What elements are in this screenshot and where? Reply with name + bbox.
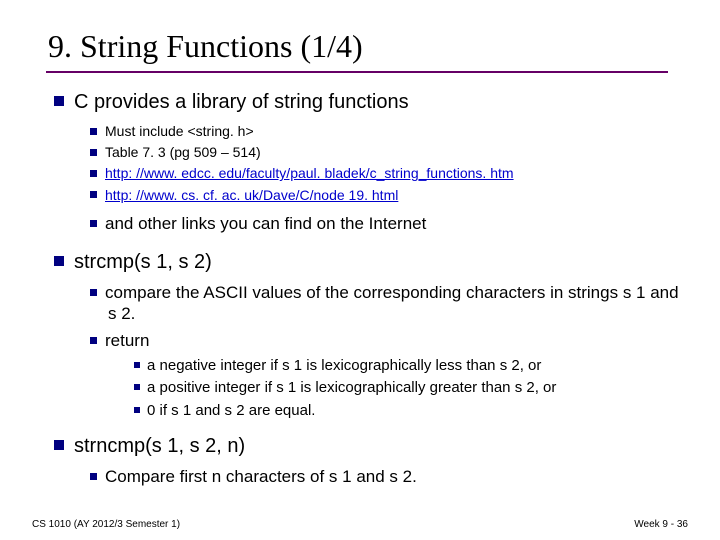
link-text[interactable]: http: //www. cs. cf. ac. uk/Dave/C/node … [105, 187, 398, 203]
list-item: and other links you can find on the Inte… [48, 213, 680, 234]
bullet-icon [90, 149, 97, 156]
item-text: Must include <string. h> [105, 123, 254, 139]
footer-left: CS 1010 (AY 2012/3 Semester 1) [32, 519, 180, 530]
item-text: Compare first n characters of s 1 and s … [105, 467, 417, 486]
slide-body: 9. String Functions (1/4) C provides a l… [0, 0, 720, 488]
slide-title: 9. String Functions (1/4) [48, 28, 680, 65]
list-item: a positive integer if s 1 is lexicograph… [48, 378, 680, 398]
section-3-text: strncmp(s 1, s 2, n) [74, 435, 245, 457]
section-1-text: C provides a library of string functions [74, 91, 409, 113]
bullet-icon [90, 289, 97, 296]
list-item: Compare first n characters of s 1 and s … [48, 466, 680, 487]
item-text: a positive integer if s 1 is lexicograph… [147, 379, 556, 396]
item-text: and other links you can find on the Inte… [105, 214, 426, 233]
item-text: compare the ASCII values of the correspo… [105, 283, 679, 323]
footer-right: Week 9 - 36 [634, 519, 688, 530]
bullet-icon [54, 440, 64, 450]
item-text: return [105, 331, 149, 350]
item-text: 0 if s 1 and s 2 are equal. [147, 402, 315, 419]
slide-footer: CS 1010 (AY 2012/3 Semester 1) Week 9 - … [32, 519, 688, 530]
bullet-icon [90, 337, 97, 344]
bullet-icon [134, 407, 140, 413]
bullet-icon [54, 256, 64, 266]
list-item-link: http: //www. edcc. edu/faculty/paul. bla… [48, 164, 680, 182]
item-text: a negative integer if s 1 is lexicograph… [147, 357, 541, 374]
list-item: return [48, 330, 680, 351]
bullet-icon [90, 128, 97, 135]
list-item: Table 7. 3 (pg 509 – 514) [48, 143, 680, 161]
title-underline [46, 71, 668, 73]
section-1-heading: C provides a library of string functions [48, 91, 680, 114]
bullet-icon [134, 362, 140, 368]
bullet-icon [90, 473, 97, 480]
bullet-icon [134, 384, 140, 390]
bullet-icon [90, 191, 97, 198]
bullet-icon [90, 220, 97, 227]
section-3-heading: strncmp(s 1, s 2, n) [48, 435, 680, 458]
list-item: a negative integer if s 1 is lexicograph… [48, 356, 680, 376]
list-item-link: http: //www. cs. cf. ac. uk/Dave/C/node … [48, 186, 680, 204]
list-item: 0 if s 1 and s 2 are equal. [48, 401, 680, 421]
list-item: Must include <string. h> [48, 122, 680, 140]
link-text[interactable]: http: //www. edcc. edu/faculty/paul. bla… [105, 165, 514, 181]
section-2-heading: strcmp(s 1, s 2) [48, 251, 680, 274]
section-2-text: strcmp(s 1, s 2) [74, 251, 212, 273]
bullet-icon [90, 170, 97, 177]
item-text: Table 7. 3 (pg 509 – 514) [105, 144, 261, 160]
bullet-icon [54, 96, 64, 106]
list-item: compare the ASCII values of the correspo… [48, 282, 680, 325]
